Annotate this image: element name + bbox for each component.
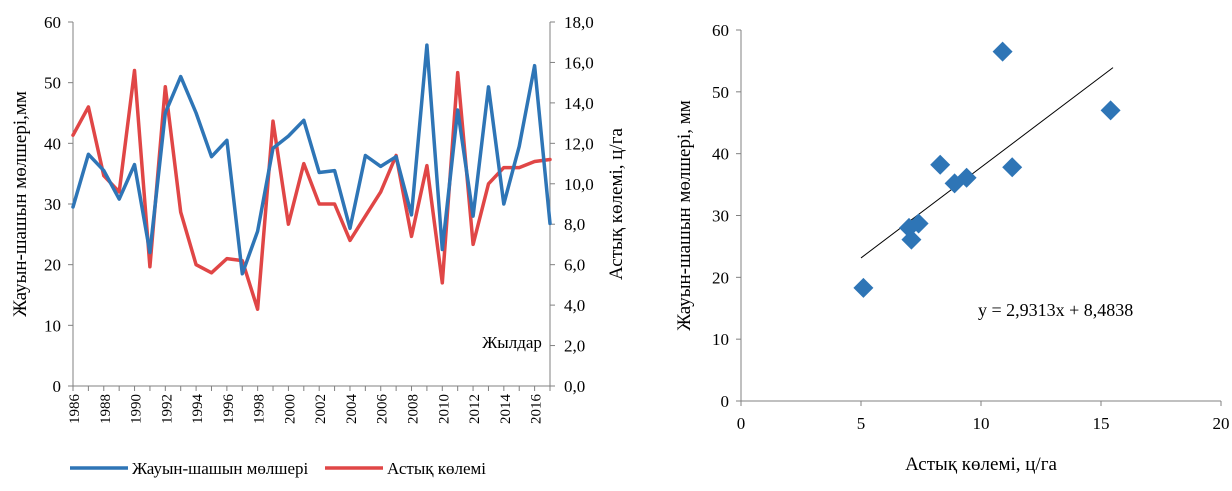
x-tick-label: 10 — [973, 414, 990, 433]
scatter-point — [853, 277, 874, 298]
right-y-tick-label: 16,0 — [564, 53, 594, 72]
y-tick-label: 40 — [712, 145, 729, 164]
x-tick-label: 2016 — [529, 394, 545, 425]
right-y-tick-label: 0,0 — [564, 377, 585, 396]
y-tick-label: 0 — [721, 392, 730, 411]
x-tick-label: 1994 — [190, 394, 206, 425]
x-tick-label: 2004 — [344, 394, 360, 425]
x-tick-label: 2010 — [436, 394, 452, 424]
scatter-point — [1002, 157, 1023, 178]
right-y-tick-label: 6,0 — [564, 256, 585, 275]
x-tick-label: 2006 — [375, 394, 391, 425]
x-tick-label: 1988 — [98, 394, 114, 424]
x-tick-label: 2002 — [313, 394, 329, 424]
x-tick-label: 1992 — [159, 394, 175, 424]
right-y-tick-label: 2,0 — [564, 337, 585, 356]
x-tick-label: 1996 — [221, 394, 237, 425]
right-y-tick-label: 4,0 — [564, 296, 585, 315]
scatter-point — [1100, 100, 1121, 121]
left-y-tick-label: 40 — [44, 134, 61, 153]
right-y-tick-label: 8,0 — [564, 215, 585, 234]
x-tick-label: 20 — [1213, 414, 1230, 433]
x-tick-label: 1990 — [129, 394, 145, 424]
left-y-axis-title: Жауын-шашын мөлшері,мм — [10, 91, 31, 317]
scatter-chart-svg: 0 10 20 30 40 50 60 0 5 10 15 20 Жауын-шашын мөлшері… — [674, 21, 1230, 475]
left-y-tick-label: 20 — [44, 256, 61, 275]
x-tick-label: 1986 — [67, 394, 83, 425]
x-tick-label: 2012 — [467, 394, 483, 424]
legend-label: Астық көлемі — [387, 459, 486, 478]
x-axis-title: Жылдар — [482, 333, 542, 352]
x-tick-label: 2014 — [498, 394, 514, 425]
x-tick-label: 5 — [857, 414, 866, 433]
left-y-tick-label: 60 — [44, 13, 61, 32]
left-y-tick-label: 0 — [53, 377, 62, 396]
x-tick-label: 1998 — [252, 394, 268, 424]
trendline — [860, 67, 1114, 259]
x-axis-title: Астық көлемі, ц/га — [905, 454, 1057, 475]
x-tick-label: 0 — [737, 414, 746, 433]
y-axis-title: Жауын-шашын мөлшері, мм — [674, 100, 695, 331]
yield-series-line — [71, 68, 552, 311]
scatter-point — [930, 154, 951, 175]
right-y-tick-label: 14,0 — [564, 94, 594, 113]
trendline-equation: y = 2,9313x + 8,4838 — [978, 300, 1133, 320]
left-y-tick-label: 10 — [44, 316, 61, 335]
precipitation-series-line — [71, 43, 552, 276]
scatter-point — [992, 41, 1013, 62]
y-tick-label: 50 — [712, 83, 729, 102]
x-tick-label: 2000 — [282, 394, 298, 424]
x-tick-label: 2008 — [406, 394, 422, 424]
precipitation-yield-line-chart: 0 10 20 30 40 50 60 0,0 2,0 4,0 6,0 8,0 10,0 12,0 14,0… — [10, 13, 627, 478]
y-tick-label: 20 — [712, 268, 729, 287]
scatter-point — [901, 229, 922, 250]
right-y-tick-label: 18,0 — [564, 13, 594, 32]
y-tick-label: 10 — [712, 330, 729, 349]
x-tick-label: 15 — [1093, 414, 1110, 433]
left-y-tick-label: 50 — [44, 74, 61, 93]
scatter-point — [956, 167, 977, 188]
right-y-tick-label: 10,0 — [564, 175, 594, 194]
legend-label: Жауын-шашын мөлшері — [132, 459, 309, 478]
right-y-axis-title: Астық көлемі, ц/га — [606, 128, 627, 280]
left-y-tick-label: 30 — [44, 195, 61, 214]
y-tick-label: 30 — [712, 207, 729, 226]
line-chart-svg: 0 10 20 30 40 50 60 0,0 2,0 4,0 6,0 8,0 10,0 12,0 14,0… — [10, 13, 627, 478]
scatter-point — [908, 213, 929, 234]
yield-precipitation-scatter-chart: 0 10 20 30 40 50 60 0 5 10 15 20 Жауын-шашын мөлшері… — [660, 0, 1232, 486]
right-y-tick-label: 12,0 — [564, 134, 594, 153]
y-tick-label: 60 — [712, 21, 729, 40]
